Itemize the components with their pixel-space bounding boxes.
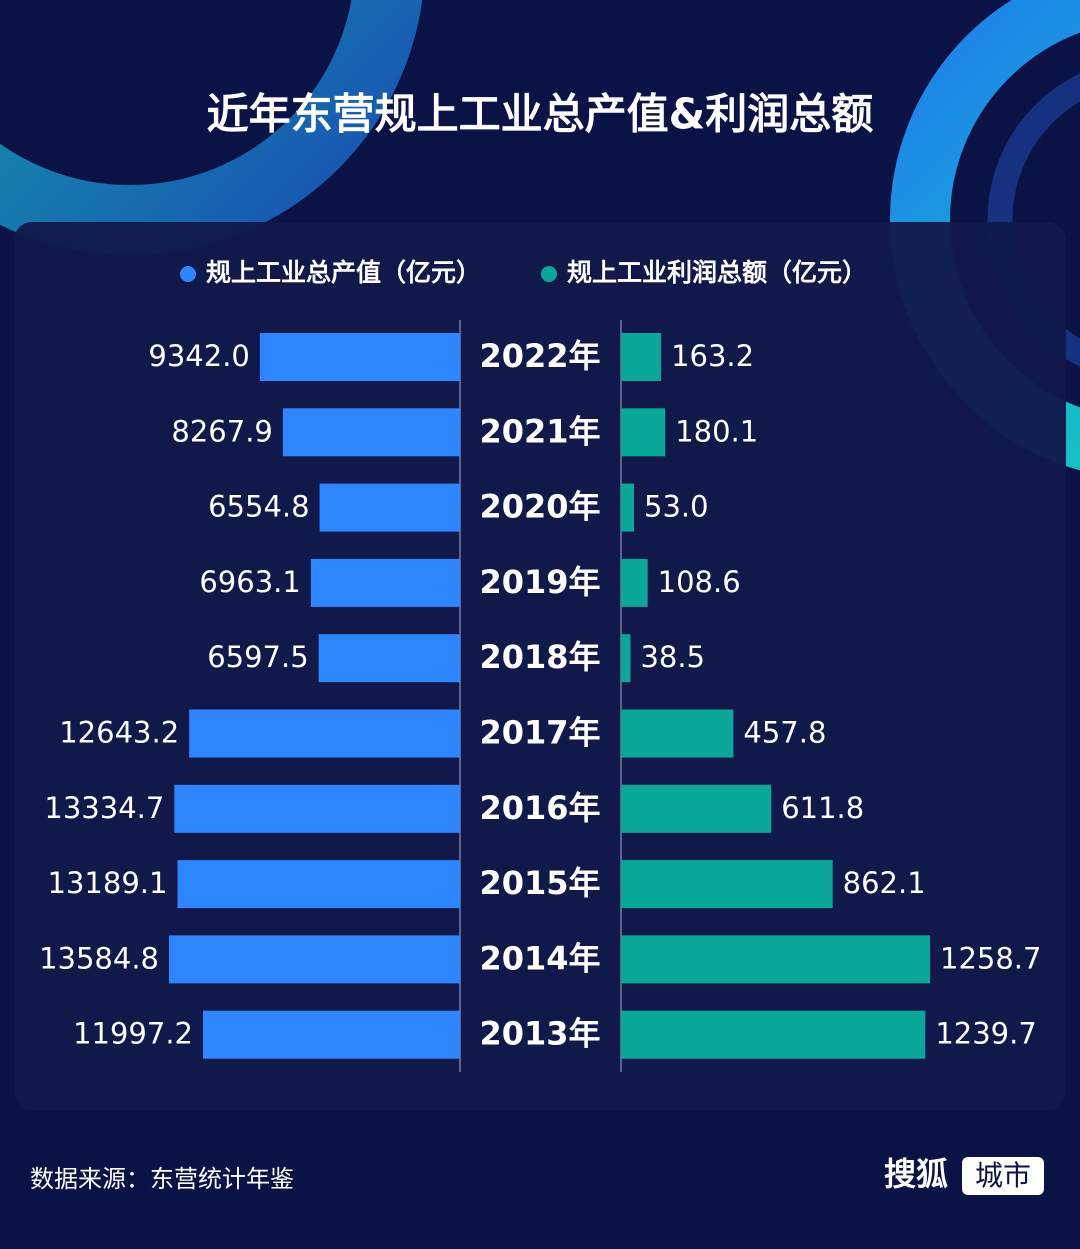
value-label: 180.1 [675, 414, 758, 448]
bar [318, 634, 460, 683]
value-label: 457.8 [743, 716, 826, 750]
logo-badge [962, 1157, 1044, 1195]
value-label: 13584.8 [39, 941, 159, 975]
value-label: 1258.7 [940, 941, 1041, 975]
category-label: 2014年 [479, 939, 600, 977]
bar [621, 784, 772, 833]
category-label: 2022年 [479, 337, 600, 375]
value-label: 53.0 [644, 490, 709, 524]
value-label: 6597.5 [207, 640, 308, 674]
category-label: 2019年 [479, 563, 600, 601]
value-label: 862.1 [843, 866, 926, 900]
bar [621, 333, 662, 381]
bar [621, 634, 631, 683]
bar [621, 558, 648, 607]
bar [621, 1010, 926, 1059]
bar [282, 408, 460, 457]
category-label: 2020年 [479, 488, 600, 526]
category-label: 2013年 [479, 1015, 600, 1053]
logo: 搜狐 [884, 1155, 948, 1193]
bar [621, 709, 734, 758]
value-label: 108.6 [658, 565, 741, 599]
category-label: 2017年 [479, 714, 600, 752]
value-label: 9342.0 [148, 339, 249, 373]
value-label: 6554.8 [208, 490, 309, 524]
bar [203, 1010, 460, 1059]
bar [319, 483, 460, 532]
bar [621, 935, 930, 984]
value-label: 13334.7 [44, 791, 164, 825]
value-label: 11997.2 [73, 1017, 193, 1051]
category-label: 2015年 [479, 864, 600, 902]
legend-marker [541, 266, 557, 282]
bar [174, 784, 460, 833]
value-label: 6963.1 [199, 565, 300, 599]
bar [259, 333, 460, 381]
bar [310, 558, 460, 607]
value-label: 163.2 [671, 339, 754, 373]
value-label: 611.8 [781, 791, 864, 825]
legend-label: 规上工业总产值（亿元） [206, 258, 481, 287]
bar [169, 935, 460, 984]
bar [621, 860, 833, 909]
value-label: 12643.2 [59, 716, 179, 750]
legend-marker [180, 266, 196, 282]
value-label: 38.5 [640, 640, 705, 674]
value-label: 13189.1 [48, 866, 168, 900]
bar [189, 709, 460, 758]
bar [621, 483, 635, 532]
bar [177, 860, 460, 909]
category-label: 2016年 [479, 789, 600, 827]
decoration [0, 0, 1080, 471]
category-label: 2021年 [479, 412, 600, 450]
chart-title: 近年东营规上工业总产值&利润总额 [207, 90, 874, 139]
value-label: 1239.7 [935, 1017, 1036, 1051]
bar [621, 408, 666, 457]
category-label: 2018年 [479, 638, 600, 676]
source: 数据来源：东营统计年鉴 [30, 1165, 294, 1193]
value-label: 8267.9 [171, 414, 272, 448]
legend-label: 规上工业利润总额（亿元） [567, 258, 867, 287]
logo-tag: 城市 [975, 1159, 1031, 1192]
